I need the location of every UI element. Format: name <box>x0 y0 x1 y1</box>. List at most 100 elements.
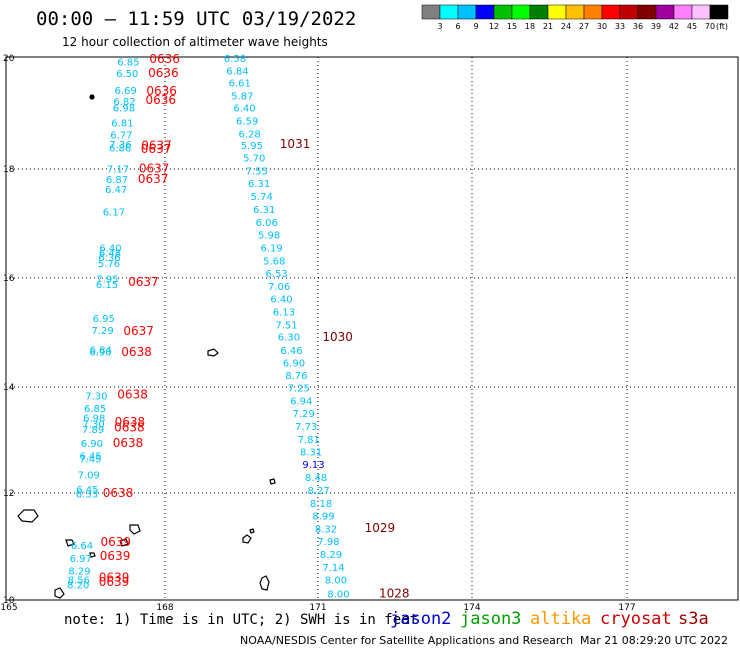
wave-height-label: 7.29 <box>92 326 114 337</box>
lon-label: 174 <box>463 603 480 613</box>
wave-height-label: 6.45 <box>76 485 98 496</box>
colorbar-label: 9 <box>473 22 478 31</box>
wave-height-label: 6.61 <box>229 78 251 89</box>
lon-axis-labels: 165 168 171 174 177 <box>0 603 635 613</box>
colorbar: 3 6 9 12 15 18 21 24 27 30 33 36 39 42 45 70 (ft) <box>421 4 729 31</box>
lat-axis-labels: 20 18 16 14 12 10 <box>3 54 15 606</box>
colorbar-swatch <box>691 4 711 20</box>
satellite-legend-jason2: jason2 <box>390 609 452 629</box>
colorbar-unit: (ft) <box>716 22 728 31</box>
pass-time-label: 0639 <box>100 549 131 563</box>
lon-label: 168 <box>156 603 173 613</box>
lat-label: 10 <box>3 596 15 606</box>
footer-note: note: 1) Time is in UTC; 2) SWH is in fe… <box>64 612 419 628</box>
colorbar-label: 6 <box>455 22 460 31</box>
wave-height-label: 5.74 <box>251 192 273 203</box>
wave-height-label: 8.48 <box>305 473 327 484</box>
wave-height-label: 7.30 <box>85 392 107 403</box>
colorbar-swatch <box>565 4 585 20</box>
wave-height-label: 5.95 <box>241 141 263 152</box>
pass-time-label: 0637 <box>141 138 172 152</box>
pass-time-label: 0637 <box>128 275 159 289</box>
colorbar-swatch <box>439 4 459 20</box>
wave-height-label: 7.17 <box>107 165 129 176</box>
pass-time-label: 0637 <box>123 324 154 338</box>
wave-height-label: 7.98 <box>317 537 339 548</box>
wave-height-label: 7.95 <box>96 274 118 285</box>
page-title: 00:00 — 11:59 UTC 03/19/2022 <box>36 8 357 30</box>
wave-height-label: 8.20 <box>67 581 89 592</box>
wave-height-label: 8.31 <box>300 448 322 459</box>
wave-height-label: 6.50 <box>116 69 138 80</box>
wave-height-label: 7.09 <box>78 470 100 481</box>
wave-height-label: 6.95 <box>93 314 115 325</box>
satellite-legend-s3a: s3a <box>678 609 709 629</box>
page-subtitle: 12 hour collection of altimeter wave hei… <box>62 35 328 49</box>
pass-time-label: 0639 <box>99 571 130 585</box>
pass-time-label: 1029 <box>365 521 396 535</box>
island-outlines <box>17 94 276 599</box>
wave-height-label: 6.28 <box>239 129 261 140</box>
wave-height-label: 6.98 <box>113 103 135 114</box>
lat-label: 20 <box>3 54 15 64</box>
colorbar-swatch <box>619 4 639 20</box>
wave-height-label: 7.25 <box>288 384 310 395</box>
colorbar-label: 15 <box>507 22 517 31</box>
colorbar-swatch <box>583 4 603 20</box>
wave-height-label: 7.45 <box>79 455 101 466</box>
lon-label: 165 <box>0 603 17 613</box>
island <box>249 528 255 534</box>
pass-time-label: 0637 <box>138 172 169 186</box>
pass-time-label: 0638 <box>115 415 146 429</box>
wave-height-label: 7.14 <box>322 563 344 574</box>
colorbar-swatch <box>637 4 657 20</box>
pass-time-label: 0639 <box>99 575 130 589</box>
wave-height-label: 6.90 <box>283 359 305 370</box>
colorbar-swatch <box>457 4 477 20</box>
colorbar-swatch <box>493 4 513 20</box>
colorbar-label: 24 <box>561 22 571 31</box>
wave-height-label: 6.94 <box>290 397 312 408</box>
colorbar-label: 39 <box>651 22 661 31</box>
wave-height-label: 5.87 <box>231 91 253 102</box>
pass-time-label: 0639 <box>101 535 132 549</box>
colorbar-label: 30 <box>597 22 607 31</box>
wave-height-label: 7.73 <box>295 422 317 433</box>
wave-height-label: 6.85 <box>117 58 139 69</box>
wave-height-label: 6.48 <box>99 248 121 259</box>
credit-line: NOAA/NESDIS Center for Satellite Applica… <box>240 634 574 647</box>
wave-height-label: 6.53 <box>266 269 288 280</box>
wave-height-label: 6.77 <box>110 131 132 142</box>
colorbar-label: 27 <box>579 22 589 31</box>
pass-time-label: 0636 <box>148 66 179 80</box>
lon-label: 171 <box>309 603 326 613</box>
pass-time-label: 0636 <box>146 93 177 107</box>
satellite-legend-altika: altika <box>530 609 592 629</box>
wave-height-label: 6.64 <box>71 541 93 552</box>
wave-height-label: 6.33 <box>76 489 98 500</box>
colorbar-label: 36 <box>633 22 643 31</box>
lat-label: 16 <box>3 274 15 284</box>
wave-height-label: 6.30 <box>278 332 300 343</box>
pass-time-label: 1028 <box>379 586 410 600</box>
pass-time-label: 0637 <box>141 142 172 156</box>
island <box>89 552 96 558</box>
wave-height-label: 6.69 <box>115 86 137 97</box>
wave-height-label: 7.30 <box>83 419 105 430</box>
wave-height-label: 8.29 <box>320 550 342 561</box>
wave-height-label: 6.85 <box>84 404 106 415</box>
island <box>54 587 65 599</box>
wave-height-label: 8.76 <box>285 371 307 382</box>
wave-height-label: 6.90 <box>81 439 103 450</box>
island <box>242 534 252 544</box>
colorbar-label: 12 <box>489 22 499 31</box>
island <box>207 348 219 357</box>
colorbar-label: 33 <box>615 22 625 31</box>
colorbar-label: 18 <box>525 22 535 31</box>
wave-height-label: 6.87 <box>106 175 128 186</box>
satellite-legend-cryosat: cryosat <box>600 609 672 629</box>
wave-height-label: 6.84 <box>90 346 112 357</box>
colorbar-swatch <box>421 4 441 20</box>
colorbar-swatch <box>655 4 675 20</box>
island <box>89 94 95 100</box>
